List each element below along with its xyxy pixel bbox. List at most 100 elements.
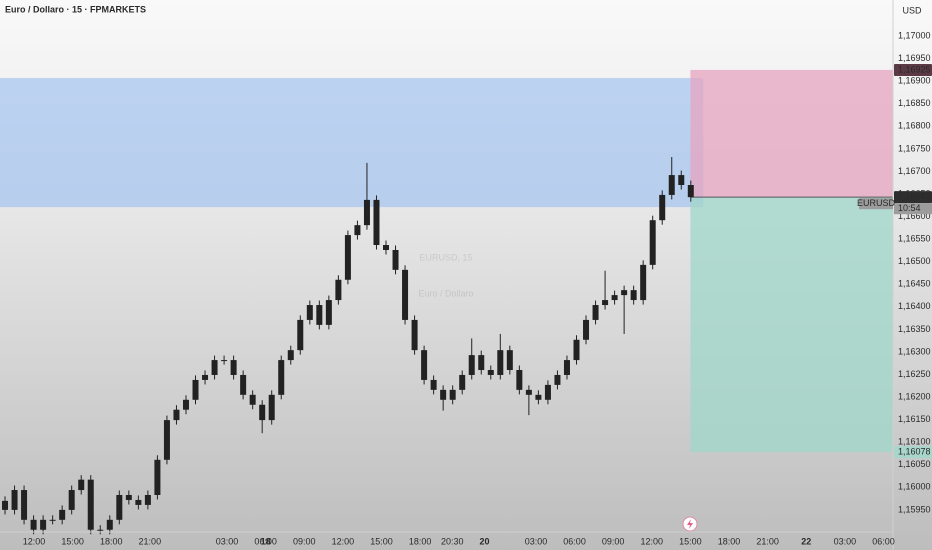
candle-body	[325, 300, 332, 325]
x-tick-label: 18:00	[409, 536, 432, 546]
x-tick-label: 03:00	[216, 536, 239, 546]
supply-zone	[0, 78, 704, 208]
candle-body	[182, 399, 189, 410]
candle-body	[611, 295, 618, 301]
candle-body	[40, 519, 47, 530]
countdown-tag	[894, 203, 932, 215]
candle-body	[668, 175, 675, 195]
candle-body	[621, 290, 628, 296]
candle-body	[535, 394, 542, 400]
candle-body	[402, 269, 409, 320]
candle-body	[592, 305, 599, 320]
candle-body	[525, 389, 532, 395]
x-tick-label: 18:00	[100, 536, 123, 546]
candle-body	[116, 494, 123, 520]
x-tick-label: 12:00	[332, 536, 355, 546]
chart-title: Euro / Dollaro · 15 · FPMARKETS	[5, 4, 146, 14]
candle-body	[144, 494, 151, 505]
candle-body	[497, 350, 504, 375]
candle-body	[268, 394, 275, 421]
candle-body	[2, 500, 9, 510]
candle-body	[687, 185, 694, 198]
axes: 1,15950 1,16000 1,16050 1,16100 1,16150 1,162…	[23, 30, 932, 546]
x-tick-label: 20	[479, 536, 489, 546]
candle-body	[602, 300, 609, 306]
target-price-tag	[894, 446, 932, 459]
candle-body	[202, 374, 209, 380]
plot-area	[0, 69, 893, 535]
x-tick-label: 06:00	[254, 536, 277, 546]
y-tick-label: 1,16600	[898, 211, 931, 221]
x-tick-label: 12:00	[641, 536, 664, 546]
candle-body	[344, 235, 351, 280]
x-tick-label: 12:00	[23, 536, 46, 546]
candle-body	[68, 490, 75, 510]
x-tick-label: 03:00	[834, 536, 857, 546]
candle-body	[192, 379, 199, 400]
candle-body	[49, 519, 56, 521]
candle-body	[430, 379, 437, 390]
y-tick-label: 1,16900	[898, 76, 931, 86]
candle-body	[249, 394, 256, 405]
candle-body	[335, 279, 342, 301]
x-tick-label: 09:00	[602, 536, 625, 546]
candle-body	[230, 360, 237, 375]
target-zone	[690, 197, 893, 453]
x-tick-label: 15:00	[679, 536, 702, 546]
x-tick-label: 22	[801, 536, 811, 546]
candle-body	[59, 509, 66, 520]
y-tick-label: 1,16800	[898, 121, 931, 131]
symbol-tag	[859, 198, 893, 210]
y-tick-label: 1,16050	[898, 459, 931, 469]
candle-body	[135, 499, 142, 505]
candle-body	[106, 519, 113, 530]
y-tick-label: 1,16000	[898, 482, 931, 492]
candle-body	[411, 319, 418, 351]
y-tick-label: 1,17000	[898, 30, 931, 40]
candle-body	[392, 249, 399, 270]
candle-body	[487, 370, 494, 375]
candle-body	[154, 459, 161, 495]
y-tick-label: 1,16400	[898, 301, 931, 311]
candle-body	[516, 370, 523, 390]
candle-body	[278, 360, 285, 395]
x-tick-label: 06:00	[872, 536, 895, 546]
candle-body	[421, 350, 428, 380]
replay-icon[interactable]	[682, 516, 698, 532]
candle-body	[316, 305, 323, 325]
candle-body	[478, 355, 485, 371]
candle-body	[30, 519, 37, 530]
x-tick-label: 18	[261, 536, 271, 546]
currency: USD	[902, 5, 922, 15]
x-tick-label: 15:00	[370, 536, 393, 546]
x-tick-label: 18:00	[718, 536, 741, 546]
symbol-label: EURUSD	[857, 198, 896, 208]
y-tick-label: 1,16100	[898, 437, 931, 447]
candle-body	[649, 220, 656, 265]
candle-body	[297, 319, 304, 351]
x-tick-label: 03:00	[525, 536, 548, 546]
y-tick-label: 1,16250	[898, 369, 931, 379]
y-tick-label: 1,16450	[898, 279, 931, 289]
y-tick-label: 1,15950	[898, 504, 931, 514]
candle-body	[459, 374, 466, 390]
x-tick-label: 20:30	[441, 536, 464, 546]
candle-body	[78, 479, 85, 491]
candle-body	[468, 355, 475, 375]
candle-body	[97, 529, 104, 531]
candle-body	[21, 490, 28, 520]
candle-body	[573, 339, 580, 361]
candle-body	[554, 374, 561, 385]
x-tick-label: 06:00	[563, 536, 586, 546]
countdown: 10:54	[898, 203, 921, 213]
candle-body	[640, 264, 647, 301]
y-tick-label: 1,16550	[898, 234, 931, 244]
candle-body	[544, 384, 551, 400]
stop-price-label: 1,16925	[898, 64, 931, 74]
candle-body	[11, 490, 18, 510]
candle-body	[630, 290, 637, 301]
y-tick-label: 1,16500	[898, 256, 931, 266]
candle-body	[125, 494, 132, 500]
x-tick-label: 15:00	[61, 536, 84, 546]
